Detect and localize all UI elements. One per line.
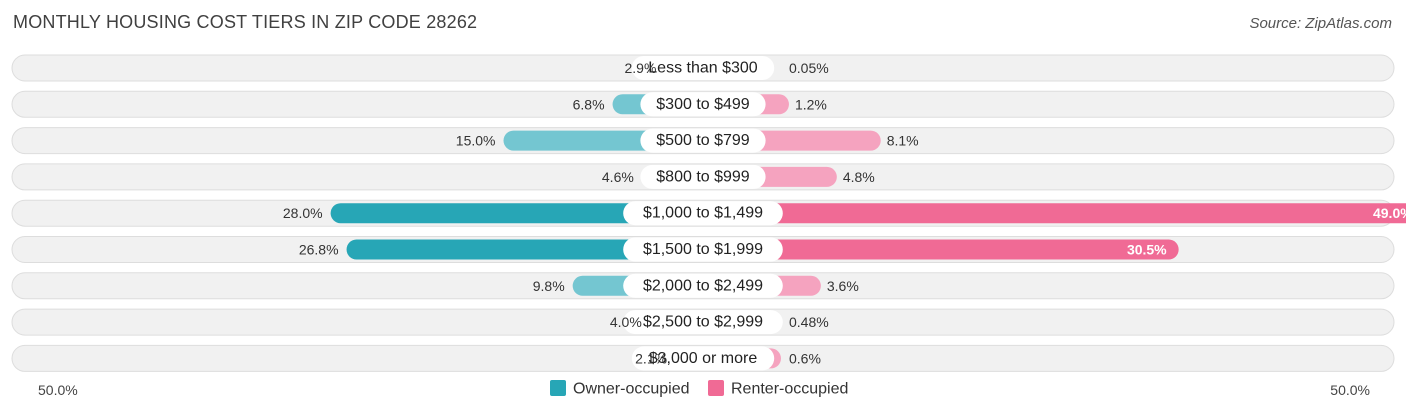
category-label: $800 to $999 bbox=[656, 168, 750, 185]
renter-value-label: 1.2% bbox=[795, 96, 827, 112]
renter-value-label: 0.05% bbox=[789, 60, 829, 76]
chart-title: MONTHLY HOUSING COST TIERS IN ZIP CODE 2… bbox=[13, 12, 478, 32]
owner-bar bbox=[346, 239, 713, 260]
category-label-pill bbox=[640, 128, 766, 153]
category-label-pill bbox=[623, 237, 783, 262]
owner-value-label: 2.1% bbox=[635, 350, 667, 366]
axis-left-label: 50.0% bbox=[38, 382, 78, 398]
owner-value-label: 4.6% bbox=[602, 169, 634, 185]
renter-value-label: 30.5% bbox=[1127, 242, 1167, 258]
category-label: Less than $300 bbox=[648, 60, 758, 77]
category-label-pill bbox=[623, 201, 783, 226]
owner-bar bbox=[330, 203, 713, 224]
category-label-pill bbox=[640, 92, 766, 117]
owner-value-label: 28.0% bbox=[283, 205, 323, 221]
legend-label-owner: Owner-occupied bbox=[573, 381, 690, 398]
category-label: $1,000 to $1,499 bbox=[643, 205, 763, 222]
source-label: Source: ZipAtlas.com bbox=[1249, 15, 1392, 32]
renter-bar bbox=[693, 239, 1179, 260]
category-label: $2,500 to $2,999 bbox=[643, 314, 763, 331]
renter-value-label: 0.48% bbox=[789, 314, 829, 330]
category-label-pill bbox=[623, 310, 783, 335]
legend-label-renter: Renter-occupied bbox=[731, 381, 848, 398]
renter-value-label: 3.6% bbox=[827, 278, 859, 294]
legend-swatch-renter bbox=[708, 380, 724, 396]
category-label: $300 to $499 bbox=[656, 96, 750, 113]
category-label: $1,500 to $1,999 bbox=[643, 241, 763, 258]
category-label: $500 to $799 bbox=[656, 132, 750, 149]
renter-value-label: 8.1% bbox=[887, 133, 919, 149]
owner-value-label: 2.9% bbox=[625, 60, 657, 76]
renter-value-label: 0.6% bbox=[789, 350, 821, 366]
axis-right-label: 50.0% bbox=[1330, 382, 1370, 398]
renter-bar bbox=[693, 203, 1406, 224]
legend-swatch-owner bbox=[550, 380, 566, 396]
owner-value-label: 6.8% bbox=[573, 96, 605, 112]
owner-value-label: 4.0% bbox=[610, 314, 642, 330]
owner-value-label: 26.8% bbox=[299, 242, 339, 258]
owner-value-label: 9.8% bbox=[533, 278, 565, 294]
category-label-pill bbox=[631, 56, 775, 80]
owner-value-label: 15.0% bbox=[456, 133, 496, 149]
renter-value-label: 4.8% bbox=[843, 169, 875, 185]
category-label: $2,000 to $2,499 bbox=[643, 277, 763, 294]
category-label-pill bbox=[631, 346, 775, 371]
category-label-pill bbox=[640, 164, 766, 189]
renter-value-label: 49.0% bbox=[1373, 205, 1406, 221]
category-label-pill bbox=[623, 273, 783, 298]
category-label: $3,000 or more bbox=[649, 350, 758, 367]
